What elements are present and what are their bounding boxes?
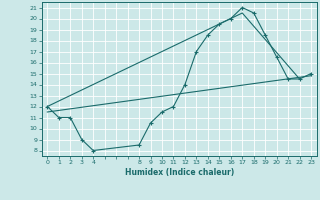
X-axis label: Humidex (Indice chaleur): Humidex (Indice chaleur) — [124, 168, 234, 177]
